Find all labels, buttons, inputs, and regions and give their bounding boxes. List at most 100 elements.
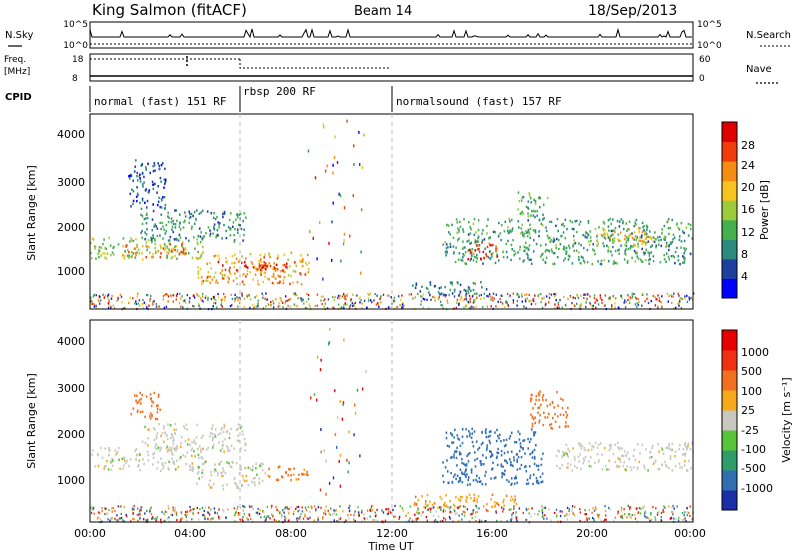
heatmap-cell	[109, 519, 111, 522]
heatmap-cell	[522, 260, 524, 263]
heatmap-cell	[264, 297, 266, 300]
heatmap-cell	[185, 301, 187, 304]
heatmap-cell	[500, 463, 503, 466]
heatmap-cell	[184, 455, 187, 458]
heatmap-cell	[149, 299, 151, 302]
heatmap-cell	[241, 518, 244, 521]
heatmap-cell	[446, 444, 449, 447]
heatmap-cell	[537, 468, 540, 471]
heatmap-cell	[670, 517, 672, 520]
heatmap-cell	[260, 260, 262, 263]
heatmap-cell	[662, 452, 665, 455]
heatmap-cell	[237, 486, 240, 490]
heatmap-cell	[275, 478, 278, 481]
heatmap-cell	[152, 301, 154, 304]
heatmap-cell	[175, 511, 178, 514]
heatmap-cell	[162, 298, 165, 301]
heatmap-cell	[500, 449, 503, 453]
heatmap-cell	[432, 514, 435, 517]
heatmap-cell	[180, 518, 182, 521]
heatmap-cell	[580, 244, 582, 247]
heatmap-cell	[343, 206, 346, 210]
heatmap-cell	[627, 237, 630, 240]
heatmap-cell	[550, 293, 553, 296]
heatmap-cell	[625, 248, 627, 251]
heatmap-cell	[179, 455, 182, 459]
heatmap-cell	[290, 506, 292, 509]
heatmap-cell	[470, 471, 473, 474]
heatmap-cell	[144, 425, 146, 429]
heatmap-cell	[223, 423, 225, 426]
heatmap-cell	[556, 464, 558, 468]
heatmap-cell	[222, 440, 224, 443]
heatmap-cell	[519, 257, 521, 260]
heatmap-cell	[224, 472, 227, 475]
colorbar-segment	[722, 200, 737, 221]
heatmap-cell	[332, 201, 334, 205]
heatmap-cell	[540, 300, 542, 304]
heatmap-cell	[598, 226, 600, 229]
heatmap-cell	[99, 518, 102, 521]
heatmap-cell	[542, 423, 545, 427]
heatmap-cell	[628, 295, 630, 299]
heatmap-cell	[118, 517, 121, 520]
heatmap-cell	[371, 504, 373, 508]
heatmap-cell	[334, 509, 336, 512]
heatmap-cell	[180, 445, 182, 449]
colorbar-segment	[722, 470, 737, 491]
heatmap-cell	[415, 503, 418, 506]
heatmap-cell	[529, 223, 531, 226]
heatmap-cell	[555, 299, 557, 302]
heatmap-cell	[609, 238, 611, 242]
heatmap-cell	[644, 516, 646, 519]
heatmap-cell	[602, 227, 604, 230]
heatmap-cell	[146, 216, 149, 220]
heatmap-cell	[275, 520, 278, 523]
heatmap-cell	[172, 442, 175, 445]
heatmap-cell	[610, 229, 613, 233]
heatmap-cell	[297, 505, 300, 508]
heatmap-cell	[292, 473, 295, 476]
heatmap-cell	[135, 238, 137, 241]
heatmap-cell	[658, 467, 661, 471]
heatmap-cell	[455, 246, 457, 249]
heatmap-cell	[269, 304, 271, 307]
heatmap-cell	[91, 453, 93, 456]
heatmap-cell	[443, 508, 445, 511]
heatmap-cell	[390, 296, 392, 299]
heatmap-cell	[244, 505, 246, 508]
heatmap-cell	[612, 245, 614, 249]
heatmap-cell	[471, 440, 474, 444]
heatmap-cell	[227, 447, 229, 450]
heatmap-cell	[267, 515, 270, 518]
heatmap-cell	[296, 520, 298, 523]
heatmap-cell	[641, 240, 644, 244]
heatmap-cell	[385, 508, 388, 511]
heatmap-cell	[261, 266, 264, 269]
heatmap-cell	[565, 411, 567, 414]
heatmap-cell	[435, 510, 437, 513]
heatmap-cell	[538, 234, 540, 238]
heatmap-cell	[238, 223, 240, 226]
heatmap-cell	[286, 304, 289, 307]
heatmap-cell	[409, 517, 411, 520]
heatmap-cell	[410, 293, 412, 296]
heatmap-cell	[612, 295, 614, 298]
heatmap-cell	[360, 299, 362, 302]
heatmap-cell	[93, 512, 95, 515]
heatmap-cell	[500, 439, 502, 443]
heatmap-cell	[163, 294, 166, 297]
heatmap-cell	[228, 277, 230, 280]
heatmap-cell	[608, 459, 610, 463]
heatmap-cell	[460, 297, 462, 300]
heatmap-cell	[149, 415, 151, 418]
heatmap-cell	[240, 227, 243, 231]
heatmap-cell	[334, 295, 336, 299]
heatmap-cell	[297, 510, 299, 513]
heatmap-cell	[237, 514, 239, 517]
heatmap-cell	[122, 245, 125, 248]
heatmap-cell	[415, 520, 418, 523]
heatmap-cell	[252, 508, 254, 511]
heatmap-cell	[221, 444, 224, 447]
heatmap-cell	[661, 463, 664, 466]
